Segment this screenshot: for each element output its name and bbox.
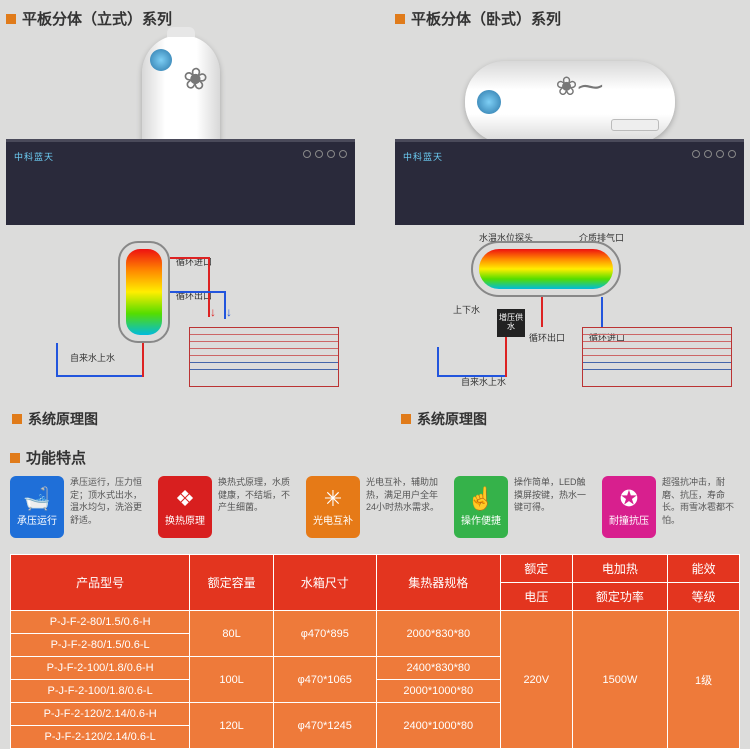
feature-item: 🛁 承压运行承压运行，压力恒定；顶水式出水，温水均匀，洗浴更舒适。 [10,476,148,538]
th-eff-top: 能效 [668,555,740,583]
diagram-title: 系统原理图 [401,409,738,429]
th-collector: 集热器规格 [376,555,500,611]
feature-label: 承压运行 [17,512,57,527]
cell-eff: 1级 [668,611,740,749]
diagram-title: 系统原理图 [12,409,349,429]
solar-panel: 中科蓝天 [6,139,355,225]
pump-box: 增压供水 [497,309,525,337]
diagram-title-text: 系统原理图 [417,409,487,429]
feature-item: ❖ 换热原理换热式原理，水质健康，不结垢，不产生细菌。 [158,476,296,538]
rainbow-fill-icon [126,249,162,335]
solar-panel: 中科蓝天 [395,139,744,225]
label-outlet: 循环出口 [529,331,565,344]
collector-coil [189,327,339,387]
cell-tanksize: φ470*1065 [273,657,376,703]
feature-icon: ❖ 换热原理 [158,476,212,538]
feature-item: ✪ 耐撞抗压超强抗冲击，耐磨、抗压，寿命长。雨雪冰雹都不怕。 [602,476,740,538]
feature-glyph-icon: ❖ [175,488,195,510]
tank-badge-icon [150,49,172,71]
th-voltage-top: 额定 [500,555,572,583]
cell-collector: 2000*830*80 [376,611,500,657]
tank-flourish-icon: ❀⁓ [535,73,625,123]
th-voltage-sub: 电压 [500,583,572,611]
cell-capacity: 120L [190,703,274,749]
cell-voltage: 220V [500,611,572,749]
horizontal-series-title: 平板分体（卧式）系列 [395,8,744,29]
cell-tanksize: φ470*895 [273,611,376,657]
label-coldup: 自来水上水 [70,351,115,364]
feature-text: 换热式原理，水质健康，不结垢，不产生细菌。 [218,476,296,514]
th-heater-sub: 额定功率 [572,583,668,611]
feature-item: ✳ 光电互补光电互补，辅助加热，满足用户全年24小时热水需求。 [306,476,444,538]
label-updown: 上下水 [453,303,480,316]
pump-label: 增压供水 [497,314,525,332]
cell-capacity: 100L [190,657,274,703]
cell-capacity: 80L [190,611,274,657]
tank-badge-icon [477,90,501,114]
th-eff-sub: 等级 [668,583,740,611]
cell-collector: 2000*1000*80 [376,680,500,703]
bullet-icon [6,14,16,24]
feature-glyph-icon: ✳ [324,488,342,510]
features-title-text: 功能特点 [26,447,86,468]
feature-label: 换热原理 [165,512,205,527]
title-text: 平板分体（立式）系列 [22,8,172,29]
vertical-system-diagram: 循环进口 循环出口 自来水上水 ↓ ↓ [12,235,349,405]
tank-flourish-icon: ❀ [173,64,214,127]
feature-label: 操作便捷 [461,512,501,527]
tank-display-icon [611,119,659,131]
bullet-icon [12,414,22,424]
spec-table: 产品型号 额定容量 水箱尺寸 集热器规格 额定 电加热 能效 电压 额定功率 等… [10,554,740,749]
feature-item: ☝ 操作便捷操作简单，LED触摸屏按键，热水一键可得。 [454,476,592,538]
cell-model: P-J-F-2-80/1.5/0.6-L [11,634,190,657]
feature-icon: ✪ 耐撞抗压 [602,476,656,538]
horizontal-product: ❀⁓ 中科蓝天 [395,35,744,225]
cell-model: P-J-F-2-100/1.8/0.6-L [11,680,190,703]
cell-model: P-J-F-2-120/2.14/0.6-H [11,703,190,726]
feature-label: 耐撞抗压 [609,512,649,527]
features-title: 功能特点 [10,447,740,468]
cell-collector: 2400*1000*80 [376,703,500,749]
panel-logo: 中科蓝天 [403,150,443,163]
panel-indicator-icon [303,150,347,158]
feature-glyph-icon: ☝ [467,488,494,510]
feature-text: 承压运行，压力恒定；顶水式出水，温水均匀，洗浴更舒适。 [70,476,148,526]
cell-model: P-J-F-2-80/1.5/0.6-H [11,611,190,634]
cell-model: P-J-F-2-100/1.8/0.6-H [11,657,190,680]
table-row: P-J-F-2-80/1.5/0.6-H80Lφ470*8952000*830*… [11,611,740,634]
feature-label: 光电互补 [313,512,353,527]
cell-model: P-J-F-2-120/2.14/0.6-L [11,726,190,749]
bullet-icon [395,14,405,24]
cell-collector: 2400*830*80 [376,657,500,680]
feature-text: 超强抗冲击，耐磨、抗压，寿命长。雨雪冰雹都不怕。 [662,476,740,526]
panel-logo: 中科蓝天 [14,150,54,163]
horizontal-tank: ❀⁓ [465,61,675,143]
th-capacity: 额定容量 [190,555,274,611]
feature-glyph-icon: ✪ [620,488,638,510]
diagram-title-text: 系统原理图 [28,409,98,429]
bullet-icon [10,453,20,463]
diagram-tank [471,241,621,297]
vertical-series-title: 平板分体（立式）系列 [6,8,355,29]
horizontal-system-diagram: 水温水位探头 介质排气口 上下水 循环出口 循环进口 自来水上水 增压供水 [401,235,738,405]
rainbow-fill-icon [479,249,613,289]
panel-indicator-icon [692,150,736,158]
feature-icon: ✳ 光电互补 [306,476,360,538]
feature-icon: 🛁 承压运行 [10,476,64,538]
th-model: 产品型号 [11,555,190,611]
title-text: 平板分体（卧式）系列 [411,8,561,29]
feature-text: 操作简单，LED触摸屏按键，热水一键可得。 [514,476,592,514]
collector-coil [582,327,732,387]
bullet-icon [401,414,411,424]
cell-power: 1500W [572,611,668,749]
feature-text: 光电互补，辅助加热，满足用户全年24小时热水需求。 [366,476,444,514]
cell-tanksize: φ470*1245 [273,703,376,749]
th-tanksize: 水箱尺寸 [273,555,376,611]
vertical-product: ❀ SUNRISE 中科蓝天 [6,35,355,225]
diagram-tank [118,241,170,343]
th-heater-top: 电加热 [572,555,668,583]
feature-icon: ☝ 操作便捷 [454,476,508,538]
feature-glyph-icon: 🛁 [23,488,50,510]
